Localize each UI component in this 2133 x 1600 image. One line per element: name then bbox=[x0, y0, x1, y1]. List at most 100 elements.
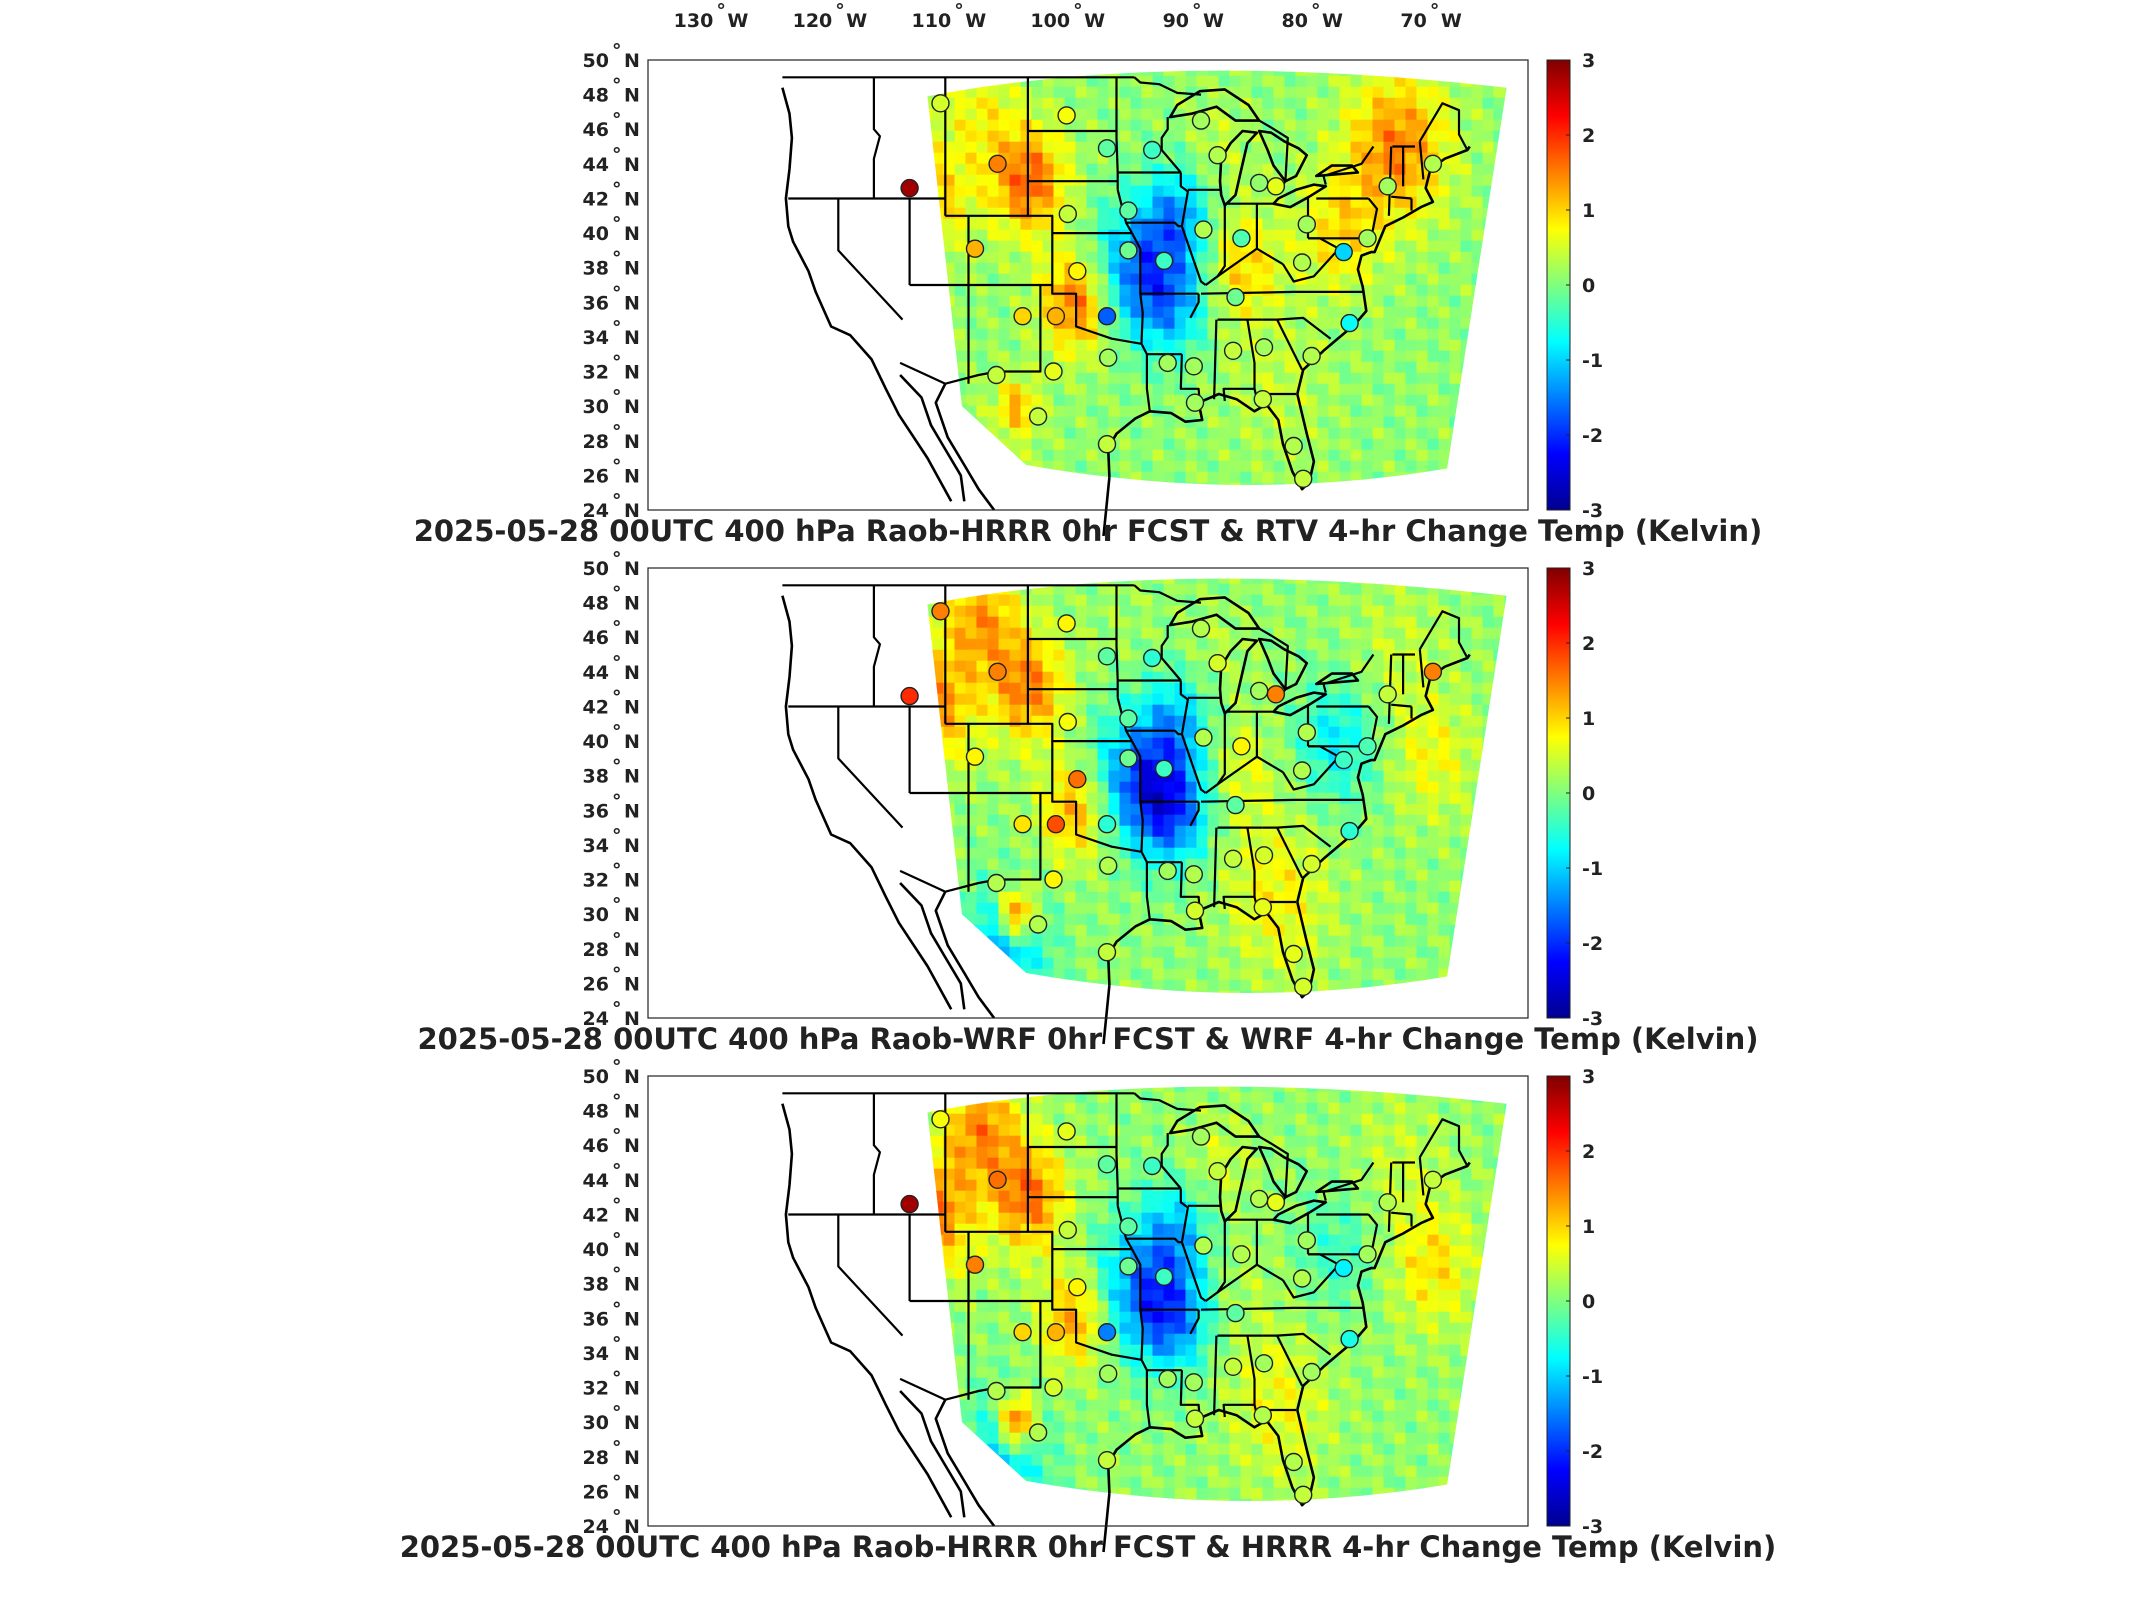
raob-station-marker bbox=[1334, 1258, 1353, 1278]
raob-station-marker bbox=[900, 686, 919, 706]
raob-station-marker bbox=[1292, 253, 1312, 272]
raob-station-marker bbox=[1249, 1189, 1269, 1209]
raob-station-marker bbox=[1293, 469, 1313, 488]
degree-symbol: ° bbox=[612, 652, 622, 674]
raob-station-marker bbox=[1194, 728, 1213, 747]
latitude-hemisphere: N bbox=[624, 1412, 640, 1434]
latitude-tick-label: 28 bbox=[583, 1447, 609, 1469]
raob-station-marker bbox=[1028, 1423, 1048, 1442]
degree-symbol: ° bbox=[1430, 0, 1440, 22]
colorbar: 3 2 1 0 -1 -2 -3 bbox=[1546, 50, 1603, 522]
latitude-hemisphere: N bbox=[624, 1343, 640, 1365]
degree-symbol: ° bbox=[612, 109, 622, 131]
map-frame bbox=[647, 1075, 1529, 1527]
raob-station-marker bbox=[1226, 795, 1245, 815]
raob-station-marker bbox=[1292, 761, 1312, 780]
colorbar-tick-label: 1 bbox=[1582, 1216, 1595, 1238]
degree-symbol: ° bbox=[612, 963, 622, 985]
latitude-hemisphere: N bbox=[624, 662, 640, 684]
raob-station-marker bbox=[1249, 173, 1269, 193]
longitude-tick-label: 120 bbox=[793, 10, 833, 32]
raob-station-marker bbox=[1154, 1267, 1174, 1287]
latitude-hemisphere: N bbox=[624, 696, 640, 718]
latitude-hemisphere: N bbox=[624, 973, 640, 995]
raob-station-marker bbox=[1097, 1450, 1117, 1470]
raob-station-marker bbox=[1232, 229, 1251, 248]
longitude-tick-label: 70 bbox=[1400, 10, 1426, 32]
raob-station-marker bbox=[1119, 749, 1138, 768]
raob-station-marker bbox=[1191, 1127, 1211, 1146]
raob-station-marker bbox=[1223, 849, 1243, 868]
raob-station-marker bbox=[1194, 1236, 1213, 1255]
raob-station-marker bbox=[1254, 846, 1274, 865]
raob-station-marker bbox=[1284, 436, 1303, 456]
latitude-hemisphere: N bbox=[624, 431, 640, 453]
raob-station-marker bbox=[1302, 1362, 1321, 1382]
latitude-hemisphere: N bbox=[624, 766, 640, 788]
colorbar-tick-label: -3 bbox=[1582, 1008, 1603, 1030]
raob-station-marker bbox=[1119, 709, 1138, 728]
raob-station-marker bbox=[1232, 737, 1251, 756]
raob-station-marker bbox=[1058, 1220, 1078, 1240]
raob-stations bbox=[900, 1110, 1443, 1505]
raob-station-marker bbox=[1046, 1322, 1066, 1342]
latitude-tick-label: 36 bbox=[583, 292, 609, 314]
raob-station-marker bbox=[1358, 1245, 1377, 1264]
raob-station-marker bbox=[1068, 770, 1087, 789]
latitude-tick-label: 48 bbox=[583, 85, 609, 107]
raob-station-marker bbox=[1046, 815, 1066, 834]
raob-station-marker bbox=[1028, 407, 1048, 426]
raob-station-marker bbox=[1028, 915, 1048, 934]
raob-station-marker bbox=[1223, 1357, 1243, 1377]
raob-station-marker bbox=[1142, 140, 1162, 160]
raob-station-marker bbox=[1297, 215, 1317, 234]
raob-station-marker bbox=[1097, 307, 1117, 326]
raob-station-marker bbox=[1068, 1277, 1087, 1297]
raob-station-marker bbox=[1013, 815, 1032, 834]
latitude-tick-label: 30 bbox=[583, 396, 609, 418]
raob-station-marker bbox=[1013, 1322, 1032, 1342]
raob-station-marker bbox=[1185, 393, 1205, 412]
raob-station-marker bbox=[988, 662, 1007, 681]
longitude-tick-labels: 130 ° W 120 ° W 110 ° W 100 ° W 90 ° W 80 ° W 70 ° W bbox=[674, 0, 1462, 32]
degree-symbol: ° bbox=[612, 860, 622, 882]
latitude-tick-label: 46 bbox=[583, 1135, 609, 1157]
raob-station-marker bbox=[1158, 353, 1177, 373]
latitude-tick-label: 44 bbox=[583, 1170, 609, 1192]
raob-station-marker bbox=[965, 239, 985, 258]
latitude-tick-label: 48 bbox=[583, 1101, 609, 1123]
raob-station-marker bbox=[1194, 220, 1213, 239]
colorbar-tick-label: 1 bbox=[1582, 200, 1595, 222]
raob-station-marker bbox=[1191, 111, 1211, 130]
latitude-tick-label: 32 bbox=[583, 870, 609, 892]
latitude-tick-label: 50 bbox=[583, 50, 609, 72]
raob-station-marker bbox=[1097, 943, 1117, 962]
raob-station-marker bbox=[1292, 1269, 1312, 1288]
latitude-hemisphere: N bbox=[624, 1204, 640, 1226]
map-frame bbox=[647, 567, 1529, 1019]
colorbar-tick-label: 3 bbox=[1582, 558, 1595, 580]
latitude-hemisphere: N bbox=[624, 1516, 640, 1538]
latitude-tick-label: 30 bbox=[583, 904, 609, 926]
latitude-hemisphere: N bbox=[624, 1239, 640, 1261]
raob-station-marker bbox=[1119, 1217, 1138, 1236]
longitude-tick-label: 130 bbox=[674, 10, 714, 32]
colorbar-tick-label: -2 bbox=[1582, 1441, 1603, 1463]
longitude-hemisphere: W bbox=[1084, 10, 1105, 32]
colorbar-tick-label: 3 bbox=[1582, 50, 1595, 72]
degree-symbol: ° bbox=[612, 317, 622, 339]
raob-station-marker bbox=[1097, 1155, 1117, 1174]
degree-symbol: ° bbox=[612, 1194, 622, 1216]
latitude-tick-label: 34 bbox=[583, 835, 609, 857]
degree-symbol: ° bbox=[612, 421, 622, 443]
colorbar-tick-label: -2 bbox=[1582, 933, 1603, 955]
latitude-tick-label: 50 bbox=[583, 1066, 609, 1088]
raob-station-marker bbox=[1154, 251, 1174, 270]
raob-station-marker bbox=[1297, 723, 1317, 742]
degree-symbol: ° bbox=[612, 490, 622, 512]
raob-station-marker bbox=[1340, 821, 1359, 841]
longitude-tick-label: 100 bbox=[1030, 10, 1070, 32]
degree-symbol: ° bbox=[612, 1437, 622, 1459]
latitude-tick-label: 50 bbox=[583, 558, 609, 580]
